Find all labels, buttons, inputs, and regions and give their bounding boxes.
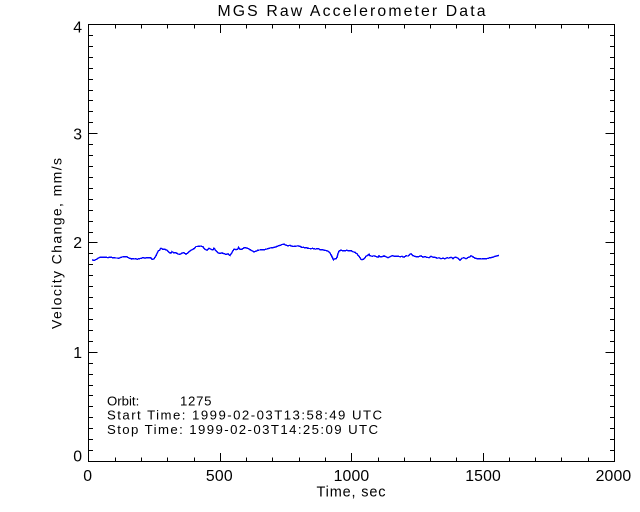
svg-text:1500: 1500 — [465, 468, 501, 485]
svg-text:1000: 1000 — [334, 468, 370, 485]
svg-text:Time, sec: Time, sec — [317, 485, 386, 501]
svg-text:500: 500 — [206, 468, 233, 485]
svg-text:1275: 1275 — [180, 394, 212, 409]
svg-text:Stop Time: 1999-02-03T14:25:09: Stop Time: 1999-02-03T14:25:09 UTC — [107, 422, 378, 437]
svg-text:Velocity Change, mm/s: Velocity Change, mm/s — [49, 158, 65, 329]
svg-text:2000: 2000 — [596, 468, 632, 485]
svg-text:1: 1 — [73, 345, 82, 362]
svg-text:0: 0 — [83, 468, 92, 485]
svg-text:4: 4 — [73, 20, 82, 37]
svg-text:Orbit:: Orbit: — [107, 394, 139, 409]
svg-text:Start Time: 1999-02-03T13:58:4: Start Time: 1999-02-03T13:58:49 UTC — [107, 408, 382, 423]
svg-text:0: 0 — [73, 449, 82, 466]
svg-text:2: 2 — [73, 235, 82, 252]
svg-text:3: 3 — [73, 127, 82, 144]
